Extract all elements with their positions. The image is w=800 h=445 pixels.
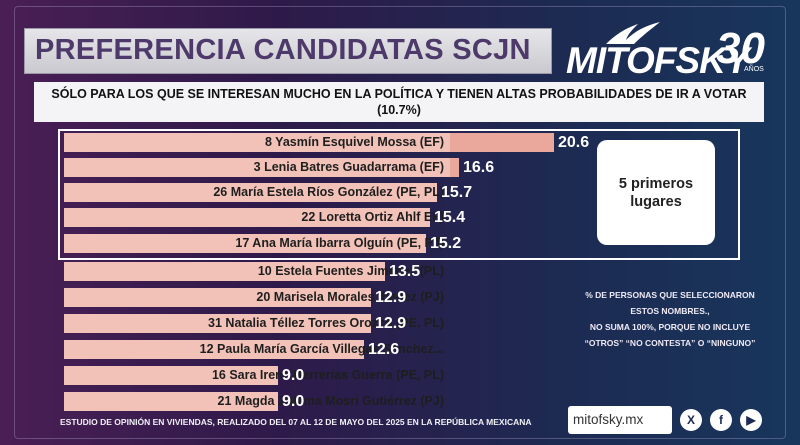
bar-label-background (64, 392, 278, 411)
bar-label-background (64, 314, 371, 333)
bar-label: 21 Magda Zulema Mosri Gutiérrez (PJ) (217, 394, 444, 408)
bar-value-label: 15.2 (430, 235, 462, 252)
logo-number: 30 (716, 24, 765, 73)
logo-years: AÑOS (744, 66, 764, 73)
bar-value-label: 16.6 (463, 159, 495, 176)
bar-label: 16 Sara Irene Herrerías Guerra (PE, PL) (211, 368, 444, 382)
bar-label: 31 Natalia Téllez Torres Orozco (PE, PL) (208, 316, 444, 330)
bar-label-background (64, 340, 364, 359)
bar-label-background (64, 366, 278, 385)
subtitle-box: SÓLO PARA LOS QUE SE INTERESAN MUCHO EN … (34, 82, 764, 122)
bar-label-background (64, 234, 426, 253)
bar-label-background (64, 262, 385, 281)
bar-value-label: 12.6 (368, 341, 400, 358)
subtitle-line-2: (10.7%) (377, 103, 421, 117)
logo-text: MITOFSKY (566, 40, 749, 81)
bar-label-background (64, 158, 450, 177)
bar-label-background (64, 288, 371, 307)
bar-label: 3 Lenia Batres Guadarrama (EF) (253, 160, 444, 174)
frame-border (14, 6, 786, 439)
bar-value-label: 15.4 (434, 209, 466, 226)
top-five-frame (58, 129, 740, 260)
website-link[interactable]: mitofsky.mx (568, 406, 672, 434)
chart-note: % DE PERSONAS QUE SELECCIONARON ESTOS NO… (572, 287, 768, 351)
bar-label: 17 Ana María Ibarra Olguín (PE, PJ) (235, 236, 444, 250)
bird-icon (606, 22, 660, 44)
bar-label: 20 Marisela Morales Ibañez (PJ) (256, 290, 444, 304)
footer-note: ESTUDIO DE OPINIÓN EN VIVIENDAS, REALIZA… (60, 417, 532, 427)
x-icon[interactable]: X (680, 409, 702, 431)
subtitle-line-1: SÓLO PARA LOS QUE SE INTERESAN MUCHO EN … (51, 87, 747, 101)
bar-label: 8 Yasmín Esquivel Mossa (EF) (264, 135, 444, 149)
bar-value-label: 12.9 (375, 289, 407, 306)
bar-label: 12 Paula María García Villegas Sánchez..… (199, 342, 444, 356)
bar-value-label: 20.6 (558, 134, 590, 151)
note-line-1: % DE PERSONAS QUE SELECCIONARON (585, 290, 755, 300)
bar-value-label: 15.7 (441, 184, 473, 201)
note-line-4: “OTROS” “NO CONTESTA” O “NINGUNO” (584, 338, 756, 348)
title-box: PREFERENCIA CANDIDATAS SCJN (24, 28, 552, 74)
bar-label: 22 Loretta Ortiz Ahlf EF) (301, 210, 444, 224)
bar-label-background (64, 133, 450, 152)
top-five-label-box: 5 primeros lugares (597, 140, 715, 245)
bar-value-label: 9.0 (282, 393, 305, 410)
top-five-label: 5 primeros lugares (618, 175, 694, 210)
note-line-2: ESTOS NOMBRES., (630, 306, 710, 316)
bar-label-background (64, 208, 430, 227)
mitofsky-logo: MITOFSKY 30 AÑOS (566, 20, 766, 81)
note-line-3: NO SUMA 100%, PORQUE NO INCLUYE (589, 322, 751, 332)
youtube-icon[interactable]: ▶ (740, 409, 762, 431)
facebook-icon[interactable]: f (710, 409, 732, 431)
bar-label: 26 María Estela Ríos González (PE, PL) (213, 185, 444, 199)
social-bar: mitofsky.mx X f ▶ (568, 406, 768, 436)
bar-value-label: 12.9 (375, 315, 407, 332)
bar-label: 10 Estela Fuentes Jiménez (PL) (257, 264, 444, 278)
bar-label-background (64, 183, 437, 202)
bar-value-label: 9.0 (282, 367, 305, 384)
page-title: PREFERENCIA CANDIDATAS SCJN (35, 34, 531, 66)
bar-value-label: 13.5 (389, 263, 421, 280)
